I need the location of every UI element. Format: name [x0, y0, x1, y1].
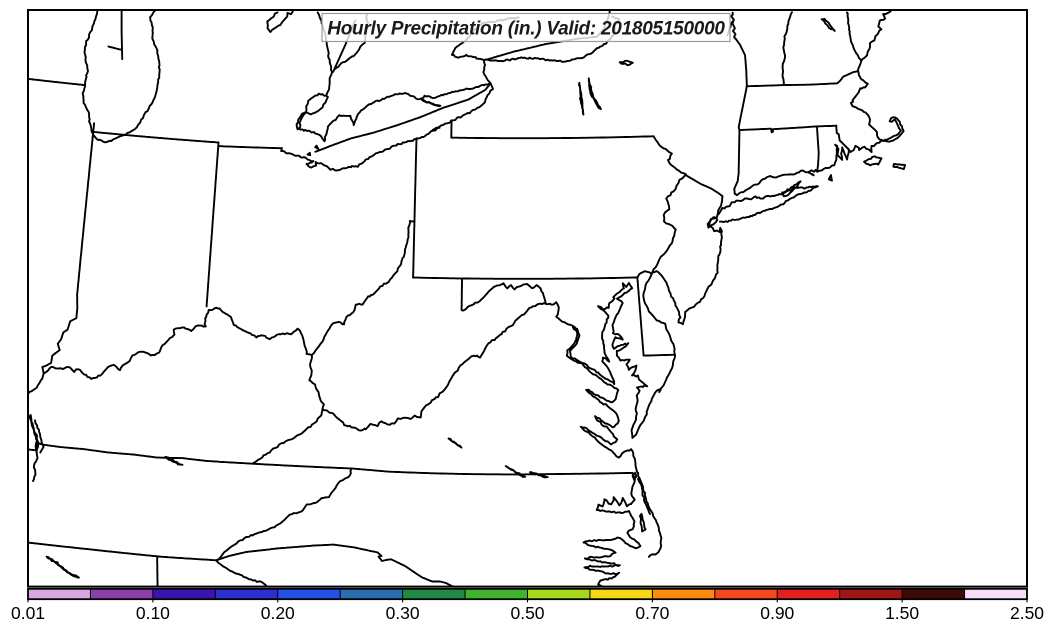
- svg-text:Hourly Precipitation (in.) Val: Hourly Precipitation (in.) Valid: 201805…: [327, 19, 725, 40]
- svg-text:1.50: 1.50: [885, 603, 919, 623]
- svg-text:2.50: 2.50: [1010, 603, 1044, 623]
- svg-text:0.90: 0.90: [760, 603, 794, 623]
- svg-text:0.10: 0.10: [136, 603, 170, 623]
- svg-text:0.30: 0.30: [386, 603, 420, 623]
- svg-text:0.01: 0.01: [11, 603, 45, 623]
- svg-text:0.50: 0.50: [510, 603, 544, 623]
- svg-text:0.70: 0.70: [635, 603, 669, 623]
- svg-text:0.20: 0.20: [261, 603, 295, 623]
